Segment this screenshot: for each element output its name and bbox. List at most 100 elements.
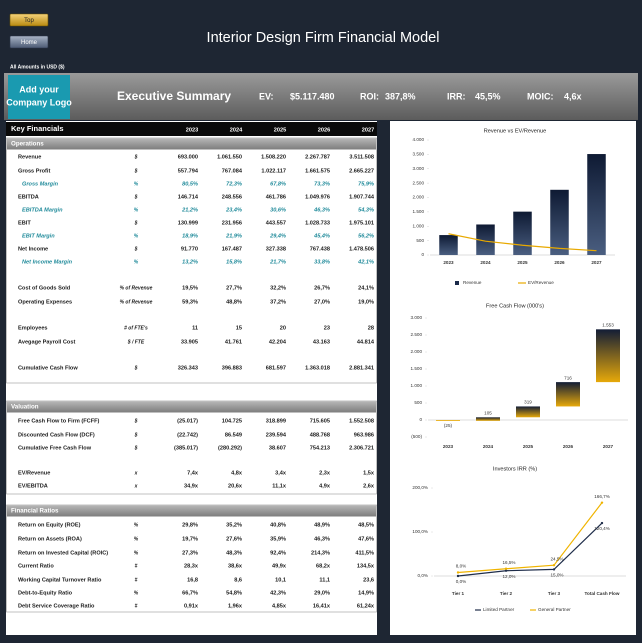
- row-value: 21,2%: [181, 207, 198, 213]
- value-label: 15,0%: [550, 573, 563, 578]
- row-value: (385.017): [174, 445, 198, 451]
- row-value: 231.956: [222, 220, 242, 226]
- x-tick-label: 2025: [517, 260, 528, 265]
- x-tick-label: Tier 3: [548, 591, 561, 596]
- row-unit: $: [134, 445, 138, 451]
- top-button[interactable]: [9, 13, 49, 27]
- row-label: Cumulative Cash Flow: [18, 365, 78, 371]
- row-value: 21,9%: [225, 233, 242, 239]
- row-value: 20: [280, 325, 286, 331]
- row-unit: $: [134, 154, 138, 160]
- row-value: 2.306.721: [349, 445, 374, 451]
- row-value: 16,8: [187, 577, 198, 583]
- row-value: 35,9%: [270, 536, 286, 542]
- row-value: 411,5%: [355, 550, 374, 556]
- row-value: 10,1: [275, 577, 286, 583]
- logo-box[interactable]: [8, 75, 70, 119]
- row-value: 45,4%: [313, 233, 330, 239]
- row-unit: %: [134, 590, 139, 596]
- row-value: 46,3%: [313, 207, 330, 213]
- row-value: 42,3%: [270, 590, 286, 596]
- y-tick-label: 200,0%: [412, 485, 428, 490]
- summary-title: Executive Summary: [117, 89, 231, 103]
- row-value: 47,6%: [358, 536, 374, 542]
- y-tick-label: 0: [419, 417, 422, 422]
- row-label: Gross Profit: [18, 168, 50, 174]
- line: [457, 502, 603, 574]
- row-label: Revenue: [18, 154, 41, 160]
- y-tick-label: 0: [421, 252, 424, 257]
- value-label: 120,4%: [594, 526, 610, 531]
- row-value: 327.338: [266, 246, 286, 252]
- row-value: 1.363.018: [305, 365, 330, 371]
- row-unit: %: [134, 550, 139, 556]
- row-unit: $: [134, 194, 138, 200]
- currency-note: All Amounts in USD ($): [10, 64, 65, 70]
- row-unit: %: [134, 233, 139, 239]
- row-value: 104.725: [222, 418, 242, 424]
- row-value: 27,3%: [182, 550, 198, 556]
- x-tick-label: Total Cash Flow: [585, 591, 620, 596]
- bar: [516, 406, 540, 418]
- row-unit: $: [134, 418, 138, 424]
- x-tick-label: Tier 2: [500, 591, 513, 596]
- row-value: 167.487: [222, 246, 242, 252]
- row-value: 1.478.506: [349, 246, 374, 252]
- row-unit: x: [134, 470, 138, 476]
- metric-label: EV:: [259, 91, 274, 101]
- row-value: 40,8%: [270, 522, 286, 528]
- row-value: 2.665.227: [349, 168, 374, 174]
- bar: [550, 189, 569, 255]
- row-value: 37,2%: [270, 299, 286, 305]
- row-value: 34,9x: [184, 483, 199, 489]
- row-value: 86.549: [225, 432, 242, 438]
- point: [504, 569, 508, 572]
- row-unit: $: [134, 432, 138, 438]
- y-tick-label: 500: [416, 238, 424, 243]
- legend-label: Limited Partner: [483, 607, 515, 612]
- y-tick-label: 1.000: [413, 223, 425, 228]
- row-value: 693.000: [178, 154, 198, 160]
- chart-title: Free Cash Flow (000's): [486, 303, 544, 309]
- table-header: [6, 122, 377, 136]
- year-header: 2024: [230, 127, 243, 133]
- row-value: 20,6x: [228, 483, 243, 489]
- row-value: 715.605: [310, 418, 330, 424]
- row-value: (22.742): [177, 432, 198, 438]
- row-value: 13,2%: [182, 259, 198, 265]
- row-label: Current Ratio: [18, 563, 54, 569]
- row-label: Gross Margin: [22, 181, 59, 187]
- row-value: 23,6: [363, 577, 374, 583]
- home-button[interactable]: [9, 35, 49, 49]
- row-value: 21,7%: [269, 259, 286, 265]
- row-value: 396.883: [222, 365, 242, 371]
- y-tick-label: (500): [411, 434, 422, 439]
- row-value: 8,6: [234, 577, 242, 583]
- row-value: 134,5x: [357, 563, 375, 569]
- line: [457, 522, 603, 577]
- row-label: EV/EBITDA: [18, 483, 48, 489]
- row-value: 963.986: [354, 432, 374, 438]
- top-button-label[interactable]: Top: [24, 18, 34, 24]
- point: [600, 501, 604, 504]
- bar: [476, 417, 500, 421]
- row-value: 2,6x: [363, 483, 375, 489]
- row-value: 239.594: [266, 432, 287, 438]
- row-value: 1,96x: [228, 603, 243, 609]
- row-label: Net Income Margin: [22, 259, 73, 265]
- section-title: Valuation: [11, 404, 39, 411]
- bar: [513, 211, 532, 255]
- home-button-label[interactable]: Home: [21, 40, 38, 46]
- row-value: 3.511.508: [349, 154, 374, 160]
- row-value: 146.714: [178, 194, 199, 200]
- row-value: 72,3%: [226, 181, 242, 187]
- row-value: 1.552.508: [349, 418, 374, 424]
- y-tick-label: 500: [414, 400, 422, 405]
- row-value: 54,8%: [226, 590, 242, 596]
- bar: [556, 382, 580, 407]
- row-value: 214,3%: [311, 550, 330, 556]
- row-value: 54,3%: [358, 207, 374, 213]
- row-value: 49,9x: [272, 563, 287, 569]
- row-value: 16,41x: [313, 603, 331, 609]
- row-unit: % of Revenue: [120, 299, 153, 305]
